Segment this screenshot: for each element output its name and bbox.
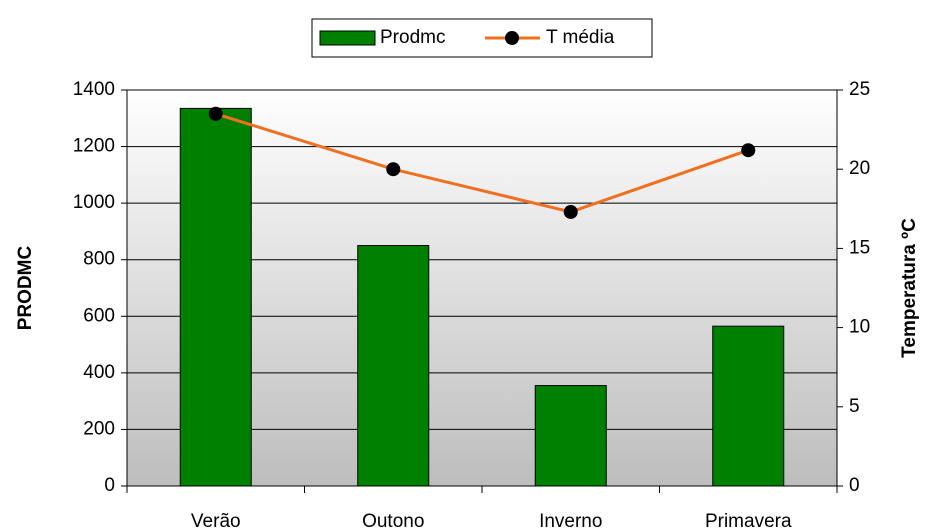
y-tick-label: 600 (83, 305, 115, 326)
y2-tick-label: 0 (849, 475, 860, 496)
y2-tick-label: 10 (849, 317, 870, 338)
legend-marker (505, 31, 519, 45)
y-tick-label: 400 (83, 362, 115, 383)
bar (357, 245, 430, 487)
y-tick-label: 800 (83, 249, 115, 270)
marker (208, 106, 223, 121)
y-tick-label: 1200 (73, 136, 115, 157)
marker (563, 204, 578, 219)
legend-label: Prodmc (380, 27, 445, 48)
y2-tick-label: 20 (849, 158, 870, 179)
line (215, 112, 749, 214)
legend-swatch (319, 30, 376, 46)
y2-tick-label: 25 (849, 79, 870, 100)
bar (179, 107, 252, 487)
y-tick-label: 0 (104, 475, 115, 496)
y2-axis-title: Temperatura ºC (899, 218, 920, 358)
x-tick-label: Inverno (539, 511, 602, 530)
y-tick-label: 1400 (73, 79, 115, 100)
y2-tick-label: 15 (849, 237, 870, 258)
x-tick-label: Outono (362, 511, 424, 530)
marker (386, 162, 401, 177)
bar (712, 325, 785, 487)
bar (534, 385, 607, 487)
x-tick-label: Primavera (705, 511, 792, 530)
legend-label: T média (546, 27, 615, 48)
y-tick-label: 200 (83, 418, 115, 439)
y-tick-label: 1000 (73, 192, 115, 213)
y2-tick-label: 5 (849, 396, 860, 417)
y-axis-title: PRODMC (15, 246, 36, 331)
marker (741, 143, 756, 158)
x-tick-label: Verão (191, 511, 241, 530)
